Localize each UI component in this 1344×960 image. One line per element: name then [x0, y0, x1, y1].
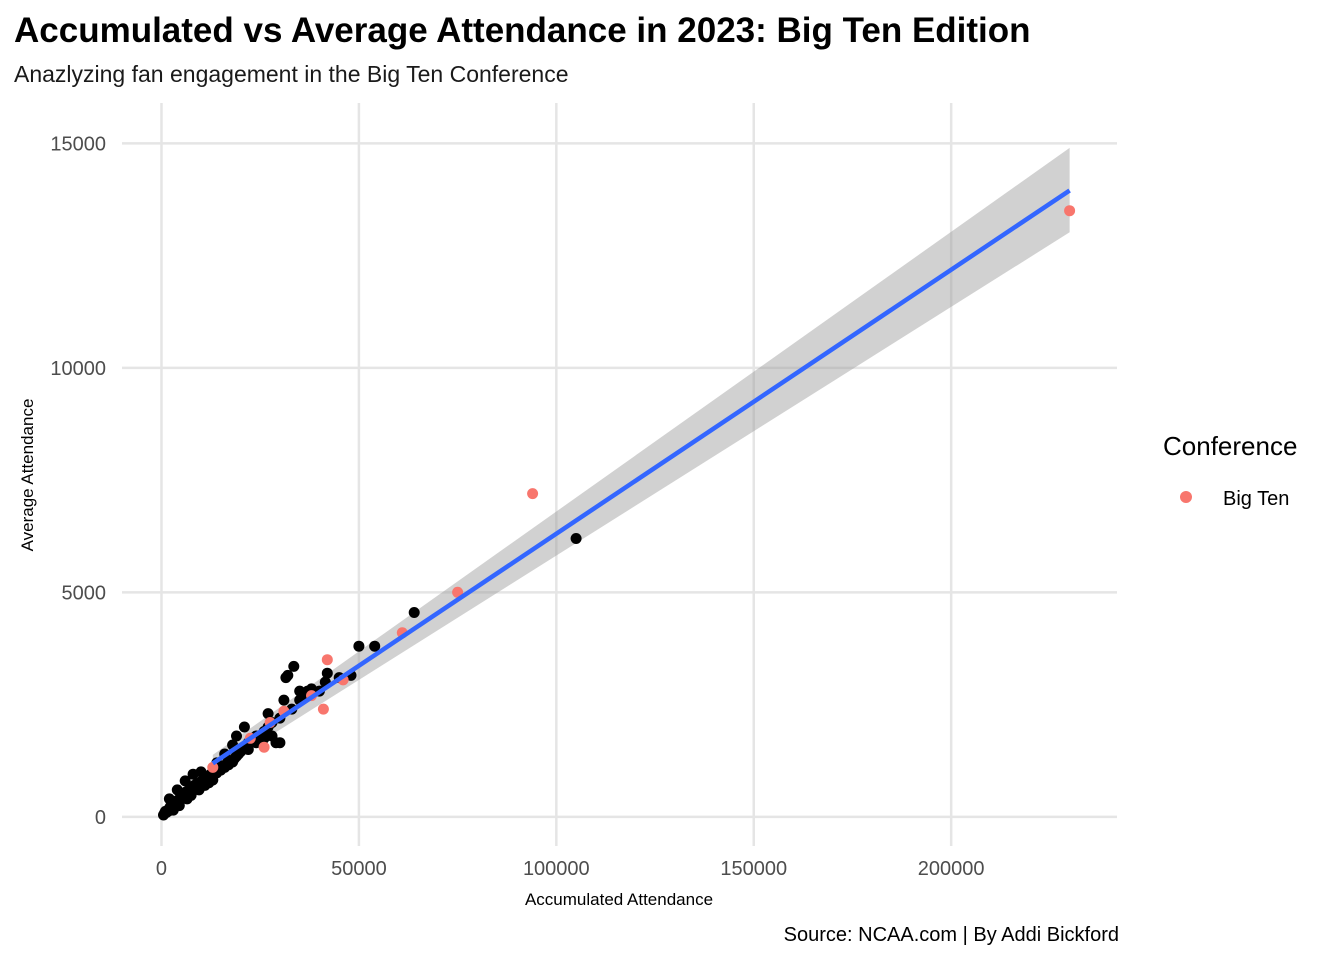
school-point	[262, 708, 274, 720]
legend-big-ten-label: Big Ten	[1223, 488, 1289, 510]
school-point	[294, 685, 306, 697]
big-ten-point	[207, 761, 219, 773]
y-axis-title: Average Attendance	[18, 399, 37, 552]
y-tick-label: 5000	[62, 582, 107, 604]
school-point	[570, 533, 582, 544]
chart-title: Accumulated vs Average Attendance in 202…	[14, 11, 1031, 50]
school-point	[242, 744, 254, 755]
chart-subtitle: Anazlyzing fan engagement in the Big Ten…	[14, 61, 569, 87]
school-point	[321, 667, 333, 679]
school-point	[353, 640, 365, 652]
legend: Conference Big Ten	[1163, 431, 1297, 510]
big-ten-point	[321, 654, 333, 666]
school-point	[266, 730, 278, 742]
x-tick-label: 150000	[720, 858, 787, 880]
school-point	[408, 607, 420, 618]
legend-big-ten-marker	[1180, 491, 1192, 503]
confidence-band	[212, 147, 1070, 772]
x-tick-label: 100000	[523, 858, 590, 880]
y-tick-label: 0	[95, 807, 106, 829]
legend-title: Conference	[1163, 431, 1297, 461]
school-point	[163, 793, 175, 805]
big-ten-point	[1064, 205, 1076, 217]
x-tick-label: 200000	[918, 858, 985, 880]
confidence-band-layer	[212, 147, 1070, 772]
y-tick-label: 10000	[50, 358, 106, 380]
trend-line-layer	[211, 188, 1071, 766]
big-ten-point	[258, 741, 270, 753]
school-point	[278, 694, 290, 706]
school-point	[171, 784, 183, 796]
school-point	[238, 721, 250, 733]
x-axis-title: Accumulated Attendance	[525, 890, 713, 909]
big-ten-point	[452, 586, 464, 598]
school-point	[369, 640, 381, 652]
chart-caption: Source: NCAA.com | By Addi Bickford	[784, 924, 1119, 946]
grid-lines	[122, 103, 1117, 846]
school-point	[185, 789, 197, 801]
y-tick-label: 15000	[50, 133, 106, 155]
y-tick-labels: 0 5000 10000 15000	[50, 133, 106, 828]
trend-line	[211, 188, 1071, 766]
x-tick-label: 0	[156, 858, 167, 880]
school-point	[179, 775, 191, 787]
big-ten-point	[317, 703, 329, 715]
school-point	[207, 774, 219, 786]
school-point	[274, 737, 286, 749]
x-tick-label: 50000	[331, 858, 387, 880]
school-point	[173, 800, 185, 812]
school-point	[288, 660, 300, 672]
school-point	[282, 669, 294, 681]
x-tick-labels: 0 50000 100000 150000 200000	[156, 858, 985, 880]
school-point	[231, 730, 242, 742]
big-ten-point	[527, 488, 539, 500]
school-point	[195, 766, 207, 778]
